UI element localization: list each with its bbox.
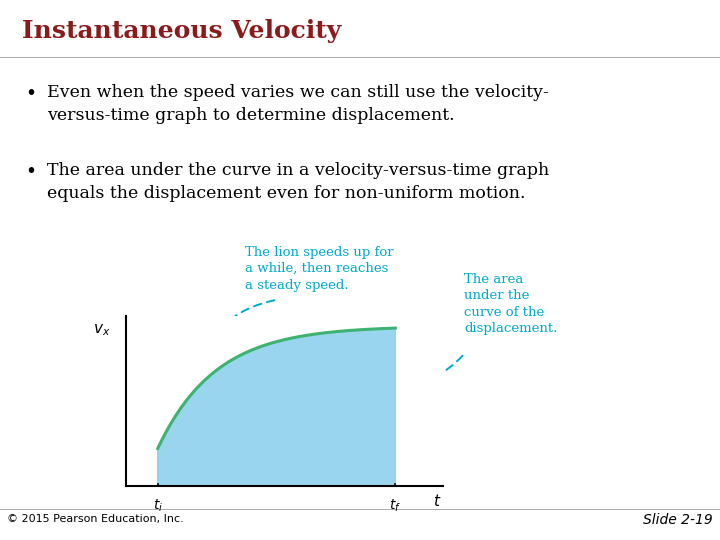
Polygon shape [158, 328, 395, 486]
Text: Slide 2-19: Slide 2-19 [643, 512, 713, 526]
Text: $t_i$: $t_i$ [153, 498, 163, 514]
Text: •: • [25, 84, 36, 103]
Text: The area
under the
curve of the
displacement.: The area under the curve of the displace… [464, 273, 558, 335]
Text: The lion speeds up for
a while, then reaches
a steady speed.: The lion speeds up for a while, then rea… [245, 246, 393, 292]
Text: •: • [25, 162, 36, 181]
Text: Even when the speed varies we can still use the velocity-
versus-time graph to d: Even when the speed varies we can still … [47, 84, 549, 124]
Text: Instantaneous Velocity: Instantaneous Velocity [22, 19, 341, 43]
Text: $t_f$: $t_f$ [390, 498, 401, 514]
Text: $t$: $t$ [433, 494, 442, 509]
Text: © 2015 Pearson Education, Inc.: © 2015 Pearson Education, Inc. [7, 515, 184, 524]
Text: $v_x$: $v_x$ [93, 323, 110, 339]
Text: The area under the curve in a velocity-versus-time graph
equals the displacement: The area under the curve in a velocity-v… [47, 162, 549, 202]
